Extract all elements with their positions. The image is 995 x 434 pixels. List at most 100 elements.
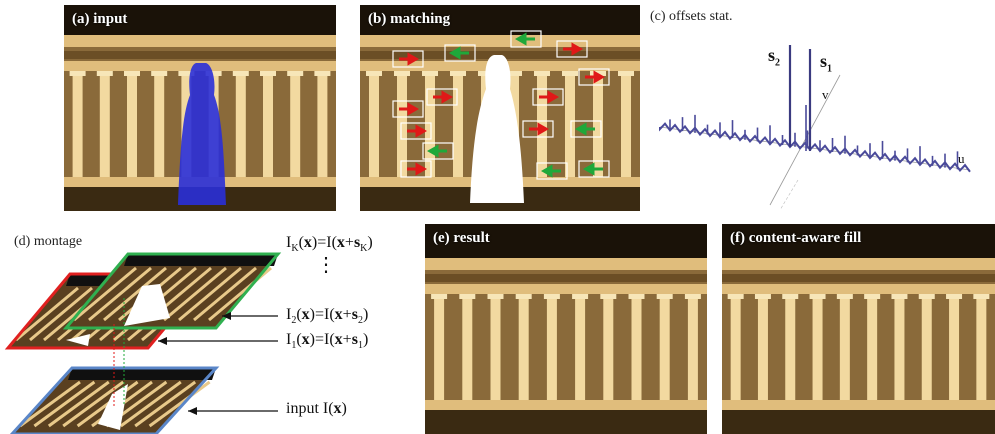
layer-column <box>103 266 167 322</box>
axis-label-u: u <box>958 151 965 166</box>
patch-box <box>422 142 454 160</box>
match-arrow <box>400 160 432 178</box>
column-capital <box>754 294 771 299</box>
column-capital <box>431 294 448 299</box>
column <box>490 296 501 402</box>
layer-column <box>119 380 182 428</box>
pointer-head <box>222 312 231 320</box>
pointer-head <box>188 407 197 415</box>
column <box>565 73 575 179</box>
column <box>757 296 768 402</box>
panel-label-montage: (d) montage <box>14 234 83 249</box>
arrow-shape <box>585 70 606 84</box>
layer-column <box>148 380 211 428</box>
column-capital <box>562 71 578 76</box>
architrave-band <box>722 284 995 294</box>
panel-label-offsets: (c) offsets stat. <box>650 9 733 24</box>
layer-column <box>47 380 110 428</box>
equation-i2: I2(x)=I(x+s2) <box>286 306 369 327</box>
layer-column <box>29 286 93 342</box>
arrow-shape <box>529 122 550 136</box>
patch-box <box>570 120 602 138</box>
column-capital <box>450 71 466 76</box>
arrow-shape <box>539 90 560 104</box>
building-facade <box>425 224 707 434</box>
column-capital <box>124 71 140 76</box>
column-capital <box>809 294 826 299</box>
cornice-band <box>64 35 336 47</box>
building-photo-content-aware <box>722 224 995 434</box>
patch-box <box>392 100 424 118</box>
arrow-shape <box>399 102 420 116</box>
column <box>127 73 137 179</box>
column-capital <box>600 294 617 299</box>
layer-green <box>62 252 282 330</box>
building-facade <box>722 224 995 434</box>
column <box>593 73 603 179</box>
column <box>462 296 473 402</box>
patch-box <box>400 122 432 140</box>
building-photo-result <box>425 224 707 434</box>
layer-column <box>62 380 125 428</box>
arrow-shape <box>407 162 428 176</box>
column <box>631 296 642 402</box>
column <box>397 73 407 179</box>
arrow-shape <box>574 122 595 136</box>
panel-input: (a) input <box>64 5 336 211</box>
layer-sky <box>68 368 216 380</box>
patch-box <box>556 40 588 58</box>
arrow-shape <box>399 52 420 66</box>
column-capital <box>459 294 476 299</box>
column <box>518 296 529 402</box>
axis-label-v: v <box>822 87 829 102</box>
layer-column <box>178 266 242 322</box>
base-shadow <box>425 410 707 434</box>
column <box>621 73 631 179</box>
histogram-ridge <box>659 122 971 173</box>
match-arrow <box>426 88 458 106</box>
statue-mask-blue <box>178 63 226 205</box>
match-arrow <box>532 88 564 106</box>
patch-box <box>392 50 424 68</box>
layer-column <box>163 266 227 322</box>
patch-box <box>400 160 432 178</box>
arrow-shape <box>563 42 584 56</box>
match-arrow <box>422 142 454 160</box>
building-photo-matching <box>360 5 640 211</box>
match-arrow <box>536 162 568 180</box>
column <box>687 296 698 402</box>
column <box>317 73 328 179</box>
arrow-shape <box>433 90 454 104</box>
arrow-shape <box>582 162 603 176</box>
match-arrow <box>522 120 554 138</box>
match-arrow <box>444 44 476 62</box>
column-capital <box>487 294 504 299</box>
hole-blue-layer <box>98 384 128 430</box>
match-arrow <box>392 50 424 68</box>
column-capital <box>506 71 522 76</box>
match-arrow <box>578 68 610 86</box>
column-capital <box>891 294 908 299</box>
panel-label-result: (e) result <box>433 230 490 246</box>
column <box>99 73 110 179</box>
cornice-band <box>722 258 995 270</box>
panel-matching: (b) matching <box>360 5 640 211</box>
equation-input: input I(x) <box>286 400 347 417</box>
column-capital <box>864 294 881 299</box>
column <box>894 296 905 402</box>
column-capital <box>422 71 438 76</box>
building-photo-input <box>64 5 336 211</box>
axis-u <box>659 126 971 171</box>
layer-column <box>134 380 197 428</box>
base-shadow <box>722 410 995 434</box>
column-capital <box>178 71 195 76</box>
column <box>425 73 435 179</box>
montage-diagram <box>4 252 282 434</box>
arrow-shape <box>407 124 428 138</box>
column-capital <box>973 294 990 299</box>
column <box>154 73 165 179</box>
frieze-band <box>64 51 336 59</box>
column <box>263 73 273 179</box>
patch-box <box>532 88 564 106</box>
patch-box <box>578 68 610 86</box>
